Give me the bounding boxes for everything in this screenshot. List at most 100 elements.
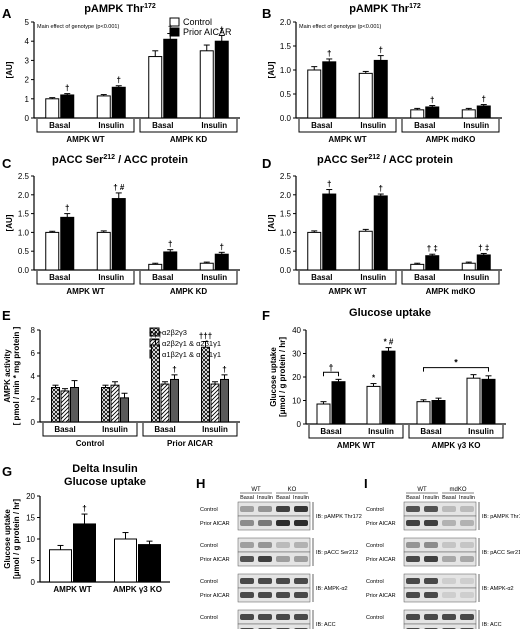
bar-D-s0-g3 — [461, 262, 476, 271]
bar-A-s1-g1 — [111, 86, 126, 119]
group-label-B-1: Insulin — [360, 121, 386, 130]
blot-I-band-3-0-1 — [424, 614, 438, 620]
blot-H-band-1-1-3 — [294, 556, 308, 562]
y-tick-label-F-0: 0 — [297, 420, 302, 429]
blot-I-band-0-1-1 — [424, 520, 438, 526]
bar-B-s1-g3 — [476, 105, 491, 119]
blot-I-band-0-0-1 — [424, 506, 438, 512]
supergroup-bracket-D-1 — [401, 271, 500, 285]
significance-F-1: * # — [384, 338, 394, 347]
y-tick-label-E-1: 2 — [31, 395, 36, 404]
bar-D-s0-g2 — [410, 263, 425, 271]
panel-letter-I: I — [364, 476, 368, 491]
y-tick-label-E-0: 0 — [31, 418, 36, 427]
bar-B-s0-g2 — [410, 109, 425, 119]
y-tick-label-F-4: 40 — [292, 326, 301, 335]
blot-I-band-2-0-0 — [406, 578, 420, 584]
supergroup-label-A-0: AMPK WT — [66, 135, 104, 144]
blot-H-cond-2-1: Prior AICAR — [200, 593, 230, 599]
y-axis-label-F: Glucose uptake[μmol / g protein / hr] — [269, 337, 287, 417]
y-tick-label-B-3: 1.5 — [280, 42, 292, 51]
group-label-E-2: Basal — [154, 425, 175, 434]
legend-E-label-1: α2β2γ1 & α2β1γ1 — [162, 339, 221, 348]
blot-I-strip-1-1 — [403, 551, 477, 567]
y-axis-label-A: [AU] — [5, 61, 14, 78]
bar-A-s1-g3 — [214, 40, 229, 119]
blot-H-col-2: Basal — [276, 495, 290, 501]
blot-H-cond-1-1: Prior AICAR — [200, 557, 230, 563]
y-tick-label-E-2: 4 — [31, 372, 36, 381]
bar-E-s2-g1 — [120, 397, 129, 423]
bar-E-s1-g0 — [60, 390, 70, 423]
y-tick-label-D-4: 2.0 — [280, 191, 292, 200]
blot-H-band-2-1-0 — [240, 592, 254, 598]
panel-F-title: Glucose uptake — [349, 307, 431, 319]
panel-letter-A: A — [2, 6, 12, 21]
group-label-D-2: Basal — [414, 273, 435, 282]
bar-B-s0-g1 — [358, 72, 373, 119]
y-tick-label-A-3: 3 — [25, 56, 30, 65]
bar-C-s1-g3 — [214, 253, 229, 271]
bar-C-s0-g1 — [96, 231, 111, 271]
blot-I-band-2-1-0 — [406, 592, 420, 598]
legend-label-1: Prior AICAR — [183, 27, 232, 37]
chart-panel-C: 0.0 0.5 1.0 1.5 2.0 2.5 [AU] † † # † † Basal Insulin… — [5, 172, 240, 296]
blot-I-cond-0-1: Prior AICAR — [366, 521, 396, 527]
supergroup-bracket-C-1 — [139, 271, 238, 285]
blot-H-ib-label-1: IB: pACC Ser212 — [316, 550, 358, 556]
blot-H-band-0-0-1 — [258, 506, 272, 512]
bar-C-s1-g1 — [111, 198, 126, 271]
bar-A-s0-g2 — [148, 56, 163, 119]
blot-H-cond-0-0: Control — [200, 507, 218, 513]
y-axis-label-C: [AU] — [5, 214, 14, 231]
y-tick-label-E-4: 8 — [31, 326, 36, 335]
supergroup-bracket-B-0 — [298, 119, 397, 133]
y-tick-label-D-1: 0.5 — [280, 247, 292, 256]
significance-C-0: † — [65, 204, 69, 213]
y-tick-label-A-5: 5 — [25, 18, 30, 27]
y-tick-label-A-4: 4 — [25, 37, 30, 46]
group-label-D-0: Basal — [311, 273, 332, 282]
supergroup-label-F-1: AMPK γ3 KO — [432, 441, 481, 450]
y-tick-label-D-5: 2.5 — [280, 172, 292, 181]
blot-I-strip-0-1 — [403, 515, 477, 531]
bar-D-s0-g1 — [358, 230, 373, 271]
panel-letter-E: E — [2, 308, 11, 323]
bar-G-s0-g0 — [49, 549, 72, 583]
group-label-D-1: Insulin — [360, 273, 386, 282]
bar-B-s0-g0 — [307, 69, 322, 119]
significance-D-3: † ‡ — [478, 243, 489, 252]
supergroup-bracket-E-0 — [42, 423, 138, 437]
bar-C-s0-g2 — [148, 263, 163, 271]
panel-letter-C: C — [2, 156, 12, 171]
supergroup-bracket-D-0 — [298, 271, 397, 285]
blot-I-cond-3-0: Control — [366, 615, 384, 621]
supergroup-bracket-A-0 — [36, 119, 135, 133]
significance-A-0: † — [65, 84, 69, 93]
group-label-E-3: Insulin — [202, 425, 228, 434]
blot-H-strip-0-1 — [237, 515, 311, 531]
y-tick-label-C-4: 2.0 — [18, 191, 30, 200]
panel-B-title: pAMPK Thr172 — [349, 3, 421, 15]
bar-F-s1-g3 — [481, 378, 496, 425]
y-tick-label-D-2: 1.0 — [280, 228, 292, 237]
blot-I-band-2-1-3 — [460, 592, 474, 598]
group-label-A-0: Basal — [49, 121, 70, 130]
chart-panel-D: 0.0 0.5 1.0 1.5 2.0 2.5 [AU] † † † ‡ † ‡ Basal Insul… — [267, 172, 502, 296]
blot-H-band-2-1-3 — [294, 592, 308, 598]
blot-H-band-1-0-1 — [258, 542, 272, 548]
blot-I-band-1-0-1 — [424, 542, 438, 548]
blot-H-band-3-0-3 — [294, 614, 308, 620]
blot-I-col-3: Insulin — [459, 495, 475, 501]
blot-I-cond-0-0: Control — [366, 507, 384, 513]
y-tick-label-F-2: 20 — [292, 373, 301, 382]
blot-I-band-3-0-3 — [460, 614, 474, 620]
blot-I-band-1-1-0 — [406, 556, 420, 562]
y-tick-label-G-0: 0 — [31, 578, 36, 587]
blot-H-band-0-1-1 — [258, 520, 272, 526]
group-label-C-1: Insulin — [98, 273, 124, 282]
y-tick-label-F-3: 30 — [292, 350, 301, 359]
blot-H-band-2-0-2 — [276, 578, 290, 584]
blot-H-col-1: Insulin — [257, 495, 273, 501]
